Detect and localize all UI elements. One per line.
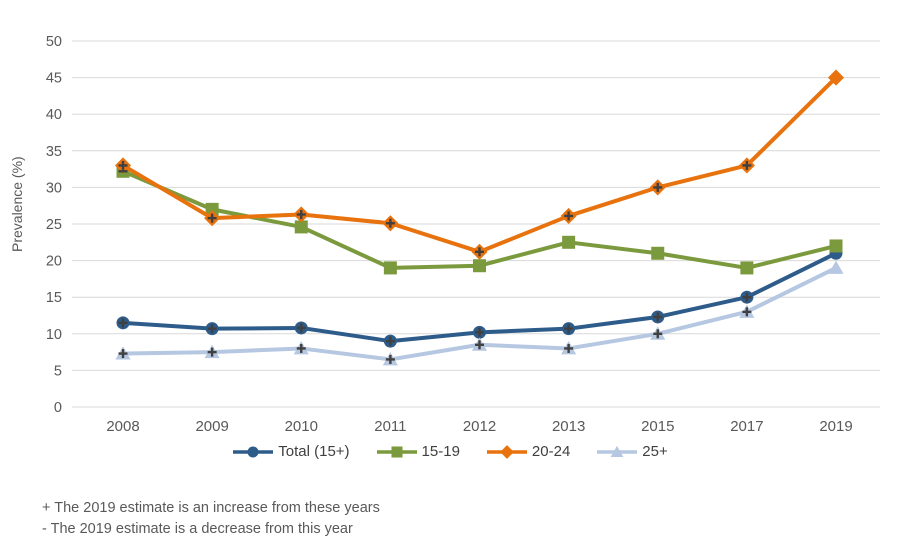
square-legend-swatch-icon [376, 446, 417, 457]
chart-legend: Total (15+) 15-19 20-24 25+ [0, 443, 900, 460]
x-tick-label: 2008 [106, 418, 139, 435]
increase-flag [207, 324, 217, 334]
y-axis-title: Prevalence (%) [9, 156, 25, 252]
triangle-legend-swatch-icon [597, 445, 638, 457]
series-25+ [115, 260, 844, 366]
increase-flag [564, 324, 574, 334]
increase-flag [653, 329, 663, 339]
data-point-marker [829, 239, 843, 253]
data-point-marker [391, 446, 403, 457]
y-tick-label: 10 [46, 327, 62, 343]
prevalence-line-chart: 0 5 10 15 20 25 30 35 40 45 50 2008 2009 2010 2011 2012… [9, 34, 880, 435]
increase-flag [475, 340, 484, 350]
diamond-legend-swatch-icon [486, 444, 527, 459]
increase-flag [207, 347, 217, 357]
increase-flag [742, 292, 752, 302]
y-tick-label: 0 [54, 400, 62, 416]
legend-label: 20-24 [531, 443, 571, 460]
increase-flag [385, 354, 395, 364]
increase-flag [564, 343, 574, 353]
footnote-increase: + The 2019 estimate is an increase from … [42, 500, 380, 516]
increase-flag [385, 336, 395, 346]
increase-flag [296, 209, 306, 219]
legend-label: 25+ [642, 443, 668, 460]
chart-canvas: 0 5 10 15 20 25 30 35 40 45 50 2008 2009 2010 2011 2012… [9, 34, 880, 435]
data-point-marker [827, 69, 845, 86]
data-point-marker [383, 261, 397, 275]
increase-flag [475, 247, 484, 257]
data-point-marker [473, 259, 486, 273]
y-tick-label: 25 [46, 217, 62, 233]
increase-flag [653, 312, 663, 322]
increase-flag [475, 327, 484, 337]
chart-footnotes: + The 2019 estimate is an increase from … [42, 498, 380, 540]
y-tick-label: 30 [46, 180, 62, 196]
data-point-marker [740, 261, 754, 275]
increase-flag [118, 349, 128, 359]
data-point-marker [294, 220, 308, 234]
data-point-marker [205, 202, 219, 216]
increase-flag [296, 343, 306, 353]
legend-label: Total (15+) [278, 443, 350, 460]
circle-legend-swatch-icon [233, 446, 274, 457]
y-tick-label: 45 [46, 71, 62, 87]
y-tick-label: 35 [46, 144, 62, 160]
increase-flag [742, 160, 752, 170]
x-tick-label: 2019 [819, 418, 852, 435]
x-tick-label: 2011 [374, 418, 406, 435]
x-tick-label: 2012 [463, 418, 496, 435]
series-line [121, 75, 838, 254]
increase-flag [296, 323, 306, 333]
x-tick-label: 2015 [641, 418, 674, 435]
footnote-decrease: - The 2019 estimate is a decrease from t… [42, 521, 353, 537]
x-tick-label: 2010 [285, 418, 318, 435]
x-tick-label: 2009 [195, 418, 228, 435]
legend-item-20-24[interactable]: 20-24 [486, 443, 570, 460]
y-tick-label: 50 [46, 34, 62, 50]
data-point-marker [651, 246, 665, 260]
y-tick-label: 40 [46, 107, 62, 123]
increase-flag [564, 211, 574, 221]
legend-label: 15-19 [421, 443, 460, 460]
data-point-marker [610, 445, 624, 457]
legend-item-25+[interactable]: 25+ [596, 443, 668, 460]
series-20-24 [114, 69, 845, 260]
increase-flag [742, 307, 752, 317]
y-tick-label: 5 [54, 363, 62, 379]
legend-item-15-19[interactable]: 15-19 [376, 443, 460, 460]
increase-flag [118, 318, 128, 328]
data-point-marker [828, 260, 844, 274]
increase-flag [118, 160, 128, 170]
x-tick-label: 2017 [730, 418, 763, 435]
data-point-marker [500, 444, 514, 459]
x-tick-label: 2013 [552, 418, 585, 435]
y-tick-label: 20 [46, 254, 62, 270]
legend-item-total-15+-[interactable]: Total (15+) [232, 443, 350, 460]
data-point-marker [247, 446, 259, 457]
data-point-marker [562, 235, 576, 249]
y-tick-label: 15 [46, 290, 62, 306]
increase-flag [653, 182, 663, 192]
increase-flag [207, 213, 217, 223]
increase-flag [385, 218, 395, 228]
